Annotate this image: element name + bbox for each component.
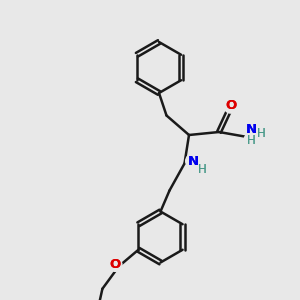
Text: O: O (110, 258, 121, 271)
Text: H: H (257, 127, 266, 140)
Text: O: O (225, 99, 237, 112)
Text: N: N (187, 154, 199, 168)
Text: H: H (198, 163, 207, 176)
Text: H: H (247, 134, 256, 147)
Circle shape (224, 99, 238, 113)
Circle shape (244, 133, 258, 148)
Circle shape (186, 154, 200, 168)
Text: H: H (257, 127, 266, 140)
Text: N: N (187, 154, 199, 168)
Circle shape (109, 258, 122, 272)
Text: O: O (110, 258, 121, 271)
Text: O: O (225, 99, 237, 112)
Text: H: H (198, 163, 207, 176)
Circle shape (254, 126, 269, 141)
Text: H: H (247, 134, 256, 147)
Text: N: N (245, 123, 257, 136)
Circle shape (195, 162, 210, 177)
Circle shape (244, 123, 258, 137)
Text: N: N (245, 123, 257, 136)
